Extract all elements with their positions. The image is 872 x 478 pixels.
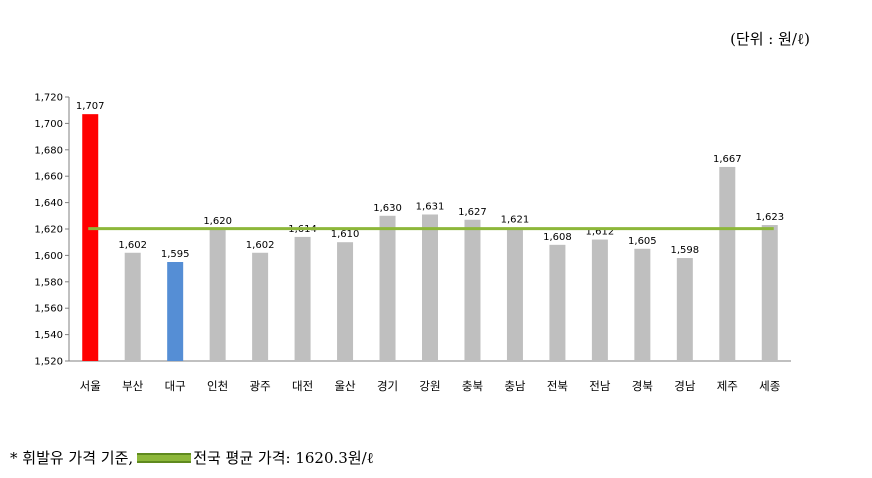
bar bbox=[506, 227, 523, 361]
data-label: 1,608 bbox=[543, 232, 572, 243]
bars bbox=[82, 114, 778, 361]
bar bbox=[719, 166, 736, 361]
category-label: 제주 bbox=[717, 379, 738, 393]
y-tick-label: 1,520 bbox=[34, 357, 63, 368]
category-label: 강원 bbox=[419, 379, 440, 393]
category-label: 부산 bbox=[122, 379, 144, 393]
footnote: * 휘발유 가격 기준, 전국 평균 가격: 1620.3원/ℓ bbox=[10, 447, 374, 468]
bar bbox=[676, 258, 693, 361]
bar bbox=[464, 219, 481, 361]
y-tick-label: 1,560 bbox=[34, 304, 63, 315]
y-tick-label: 1,700 bbox=[34, 119, 63, 130]
category-label: 전남 bbox=[589, 379, 611, 393]
bar bbox=[591, 239, 608, 361]
bar bbox=[422, 214, 438, 361]
bar bbox=[82, 114, 99, 361]
y-tick-label: 1,640 bbox=[34, 198, 63, 209]
data-label: 1,610 bbox=[331, 229, 360, 240]
data-label: 1,598 bbox=[671, 245, 700, 256]
bar bbox=[294, 236, 311, 361]
y-tick-label: 1,660 bbox=[34, 172, 63, 183]
bar bbox=[761, 225, 778, 361]
bar bbox=[337, 242, 354, 361]
category-label: 인천 bbox=[207, 379, 228, 393]
footnote-average: 전국 평균 가격: 1620.3원/ℓ bbox=[193, 449, 374, 467]
data-label: 1,623 bbox=[755, 212, 784, 223]
category-label: 경기 bbox=[377, 379, 398, 393]
data-label: 1,612 bbox=[586, 227, 615, 238]
category-label: 서울 bbox=[80, 379, 101, 393]
category-label: 충남 bbox=[504, 379, 526, 393]
data-label: 1,667 bbox=[713, 154, 742, 165]
data-label: 1,602 bbox=[246, 240, 275, 251]
bar bbox=[379, 215, 396, 361]
data-label: 1,627 bbox=[458, 207, 487, 218]
unit-label: (단위 : 원/ℓ) bbox=[730, 30, 810, 48]
category-label: 세종 bbox=[759, 379, 780, 393]
data-label: 1,631 bbox=[416, 201, 445, 212]
category-label: 대전 bbox=[292, 379, 313, 393]
data-label: 1,621 bbox=[501, 215, 530, 226]
category-label: 전북 bbox=[547, 379, 568, 393]
bar bbox=[634, 248, 651, 361]
data-label: 1,630 bbox=[373, 203, 402, 214]
footnote-basis: * 휘발유 가격 기준, bbox=[10, 449, 134, 467]
data-label: 1,620 bbox=[203, 216, 232, 227]
bar-chart: 1,520 1,540 1,560 1,580 1,600 1,620 1,640 1,660… bbox=[34, 93, 791, 393]
data-label: 1,602 bbox=[118, 240, 147, 251]
y-tick-label: 1,600 bbox=[34, 251, 63, 262]
category-labels: 서울 부산 대구 인천 광주 대전 울산 경기 강원 충북 충남 전북 전남 경북 경남 제주 세종 bbox=[80, 379, 781, 393]
bar bbox=[167, 262, 184, 361]
category-label: 경북 bbox=[632, 379, 653, 393]
data-label: 1,595 bbox=[161, 249, 190, 260]
category-label: 경남 bbox=[674, 379, 696, 393]
y-tick-label: 1,580 bbox=[34, 277, 63, 288]
data-label: 1,707 bbox=[76, 101, 105, 112]
data-label: 1,605 bbox=[628, 236, 657, 247]
y-tick-label: 1,620 bbox=[34, 225, 63, 236]
bar bbox=[549, 244, 566, 361]
bar bbox=[124, 252, 141, 361]
category-label: 대구 bbox=[165, 379, 186, 393]
y-tick-label: 1,540 bbox=[34, 330, 63, 341]
y-tick-label: 1,720 bbox=[34, 93, 63, 104]
y-tick-label: 1,680 bbox=[34, 145, 63, 156]
category-label: 울산 bbox=[334, 379, 356, 393]
average-line-legend-icon bbox=[137, 452, 192, 463]
bar bbox=[209, 229, 226, 361]
category-label: 광주 bbox=[250, 379, 271, 393]
bar bbox=[252, 252, 269, 361]
category-label: 충북 bbox=[462, 379, 483, 393]
